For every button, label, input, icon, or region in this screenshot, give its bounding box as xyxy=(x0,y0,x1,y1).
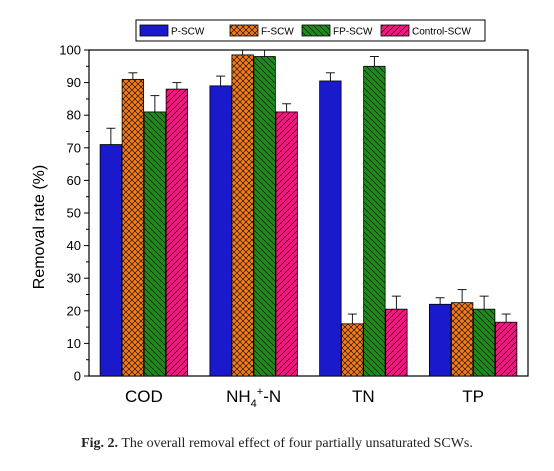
x-category-label: COD xyxy=(125,387,163,406)
bar-chart: P-SCW F-SCW FP-SCW Control-SCW 0 10 20 30 40 50 6… xyxy=(31,19,529,410)
legend-swatch-p-scw xyxy=(139,24,169,37)
legend-swatch-control-scw xyxy=(380,24,410,37)
bar-p-scw-0 xyxy=(99,144,123,377)
y-tick-label: 10 xyxy=(67,336,81,351)
bar-p-scw-3 xyxy=(428,303,452,377)
legend-label-fp-scw: FP-SCW xyxy=(333,27,373,38)
y-tick-label: 70 xyxy=(67,140,81,155)
y-ticks: 0 10 20 30 40 50 60 70 80 90 100 xyxy=(59,43,89,384)
bar-control-scw-3 xyxy=(494,321,518,377)
x-categories: COD NH4+-N TN TP xyxy=(125,386,484,410)
bar-control-scw-0 xyxy=(165,88,189,377)
y-tick-label: 30 xyxy=(67,271,81,286)
bar-p-scw-1 xyxy=(209,85,232,377)
bar-fp-scw-2 xyxy=(363,65,386,377)
bars xyxy=(99,54,518,377)
bar-p-scw-2 xyxy=(319,80,342,377)
legend: P-SCW F-SCW FP-SCW Control-SCW xyxy=(135,19,486,42)
x-category-label: TN xyxy=(352,387,375,406)
y-tick-label: 100 xyxy=(59,43,81,58)
y-tick-label: 20 xyxy=(67,303,81,318)
y-tick-label: 50 xyxy=(67,206,81,221)
legend-label-f-scw: F-SCW xyxy=(261,27,294,38)
x-category-label: TP xyxy=(462,387,484,406)
bar-f-scw-3 xyxy=(450,302,474,377)
bar-f-scw-2 xyxy=(341,323,364,377)
legend-swatch-fp-scw xyxy=(301,24,331,37)
y-tick-label: 60 xyxy=(67,173,81,188)
bar-control-scw-2 xyxy=(385,308,408,377)
legend-label-p-scw: P-SCW xyxy=(171,27,205,38)
y-tick-label: 90 xyxy=(67,75,81,90)
bar-fp-scw-1 xyxy=(253,56,276,377)
y-tick-label: 40 xyxy=(67,238,81,253)
y-tick-label: 0 xyxy=(74,369,81,384)
bar-f-scw-0 xyxy=(121,78,145,377)
caption-label: Fig. 2. xyxy=(81,436,119,451)
figure-caption: Fig. 2. The overall removal effect of fo… xyxy=(0,436,554,452)
error-bars xyxy=(106,49,511,324)
x-category-label: NH4+-N xyxy=(226,386,281,410)
bar-control-scw-1 xyxy=(275,111,298,377)
y-axis-label: Removal rate (%) xyxy=(31,165,48,289)
bar-fp-scw-3 xyxy=(472,308,496,377)
caption-text: The overall removal effect of four parti… xyxy=(121,436,473,451)
y-tick-label: 80 xyxy=(67,108,81,123)
legend-swatch-f-scw xyxy=(229,24,259,37)
bar-fp-scw-0 xyxy=(143,111,167,377)
bar-f-scw-1 xyxy=(231,54,254,377)
legend-label-control-scw: Control-SCW xyxy=(412,27,471,38)
